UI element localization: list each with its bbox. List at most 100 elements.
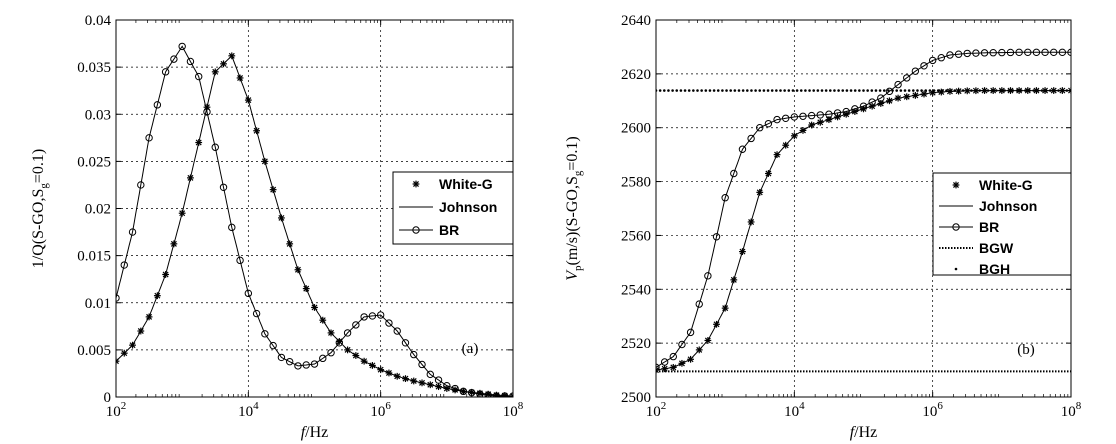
series-point-br bbox=[327, 349, 335, 357]
series-point-br bbox=[660, 358, 669, 366]
y-tick-label: 2620 bbox=[621, 67, 651, 83]
series-point-bgh bbox=[758, 89, 762, 92]
series-point-br bbox=[360, 313, 368, 321]
series-point-bgh bbox=[667, 89, 670, 92]
series-point-br bbox=[261, 330, 269, 338]
series-point-br bbox=[252, 309, 261, 318]
series-point-bgh bbox=[1032, 89, 1035, 92]
series-point-bgh bbox=[658, 89, 662, 92]
y-tick-label: 0.03 bbox=[85, 107, 111, 123]
series-point-bgh bbox=[696, 89, 699, 92]
series-point-br bbox=[153, 101, 162, 109]
y-tick-label: 2580 bbox=[621, 175, 651, 191]
x-axis-label: f/Hz bbox=[301, 424, 329, 441]
series-point-br bbox=[401, 339, 410, 347]
series-point-br bbox=[393, 327, 401, 335]
series-point-white-g-d2 bbox=[656, 367, 659, 371]
y-tick-label: 0.015 bbox=[77, 249, 111, 265]
series-point-bgh bbox=[700, 89, 703, 92]
series-point-bgh bbox=[841, 89, 845, 92]
series-point-br bbox=[903, 74, 911, 82]
series-point-bgh bbox=[775, 89, 778, 92]
series-point-br bbox=[773, 115, 781, 124]
series-point-bgh bbox=[762, 89, 766, 92]
y-tick-label: 0.025 bbox=[77, 154, 111, 170]
series-point-br bbox=[492, 392, 501, 397]
series-point-bgh bbox=[878, 89, 882, 92]
series-point-bgh bbox=[941, 89, 944, 92]
series-point-bgh bbox=[824, 89, 828, 92]
series-point-bgh bbox=[829, 89, 832, 92]
series-point-br bbox=[319, 354, 327, 363]
y-tick-label: 2600 bbox=[621, 121, 651, 137]
series-point-br bbox=[343, 329, 352, 337]
series-point-bgh bbox=[990, 89, 994, 92]
series-point-bgh bbox=[870, 89, 874, 92]
series-point-br bbox=[799, 112, 807, 120]
series-point-br bbox=[756, 124, 764, 132]
series-point-br bbox=[277, 353, 286, 362]
series-point-br bbox=[285, 357, 294, 366]
series-point-br bbox=[310, 360, 319, 368]
series-point-br bbox=[476, 390, 484, 397]
series-point-bgh bbox=[663, 89, 666, 92]
series-point-bgh bbox=[1024, 89, 1027, 92]
y-tick-label: 0.035 bbox=[77, 60, 111, 76]
series-point-br bbox=[418, 360, 426, 369]
series-point-bgh bbox=[716, 89, 720, 92]
series-point-br bbox=[1006, 48, 1015, 57]
y-tick-label: 2560 bbox=[621, 228, 651, 244]
series-point-bgh bbox=[974, 89, 977, 92]
series-point-bgh bbox=[1065, 89, 1069, 92]
panel-a: 0 0.005 0.01 0.015 0.02 0.025 0.03 0.035 0.04 102… bbox=[30, 13, 524, 441]
series-point-bgh bbox=[1069, 89, 1071, 92]
legend-bgh-marker bbox=[954, 267, 958, 271]
series-point-bgh bbox=[679, 89, 683, 92]
legend-br-marker bbox=[412, 226, 420, 234]
series-point-bgh bbox=[1019, 89, 1023, 92]
legend-white-g-marker-d2 bbox=[413, 181, 419, 187]
series-point-bgh bbox=[833, 89, 836, 92]
series-point-bgh bbox=[978, 89, 981, 92]
series-point-br bbox=[170, 55, 178, 63]
series-point-br bbox=[509, 392, 513, 397]
series-point-br bbox=[410, 350, 418, 359]
series-point-bgh bbox=[692, 89, 695, 92]
legend: White-G Johnson BR BGW BGH bbox=[932, 172, 1072, 277]
series-point-bgh bbox=[999, 89, 1002, 92]
series-point-bgh bbox=[837, 89, 840, 92]
y-axis-label: 1/Q(S-GO,Sg=0.1) bbox=[30, 149, 50, 268]
series-point-bgh bbox=[1007, 89, 1011, 92]
series-point-br bbox=[1015, 48, 1023, 57]
series-point-br bbox=[385, 319, 393, 327]
series-point-br bbox=[1067, 48, 1071, 57]
series-point-br bbox=[1024, 48, 1032, 57]
legend-white-g-marker-d2 bbox=[953, 182, 959, 188]
series-point-br bbox=[426, 370, 434, 379]
x-tick-label: 106 bbox=[370, 400, 391, 420]
series-point-bgh bbox=[791, 89, 795, 92]
series-point-br bbox=[120, 261, 128, 269]
series-point-bgh bbox=[779, 89, 782, 92]
series-point-br bbox=[989, 49, 997, 57]
series-point-bgh bbox=[1003, 89, 1006, 92]
series-point-white-g-d1 bbox=[1068, 87, 1071, 92]
series-point-br bbox=[721, 194, 729, 202]
series-point-bgh bbox=[903, 89, 907, 92]
series-point-br bbox=[678, 340, 686, 349]
series-point-br bbox=[186, 57, 195, 66]
series-point-br bbox=[443, 381, 451, 390]
series-point-br bbox=[269, 341, 277, 350]
series-point-bgh bbox=[891, 89, 894, 92]
series-point-br bbox=[704, 272, 712, 280]
y-tick-label: 2500 bbox=[621, 390, 651, 406]
series-point-br bbox=[459, 387, 468, 396]
series-point-bgh bbox=[986, 89, 990, 92]
x-tick-label: 104 bbox=[238, 400, 259, 420]
series-line-br bbox=[656, 51, 1071, 368]
series-point-br bbox=[730, 169, 738, 178]
series-point-br bbox=[998, 48, 1006, 57]
series-point-bgh bbox=[924, 89, 928, 92]
series-point-br bbox=[669, 352, 677, 361]
series-point-white-g-d2 bbox=[1068, 89, 1071, 94]
